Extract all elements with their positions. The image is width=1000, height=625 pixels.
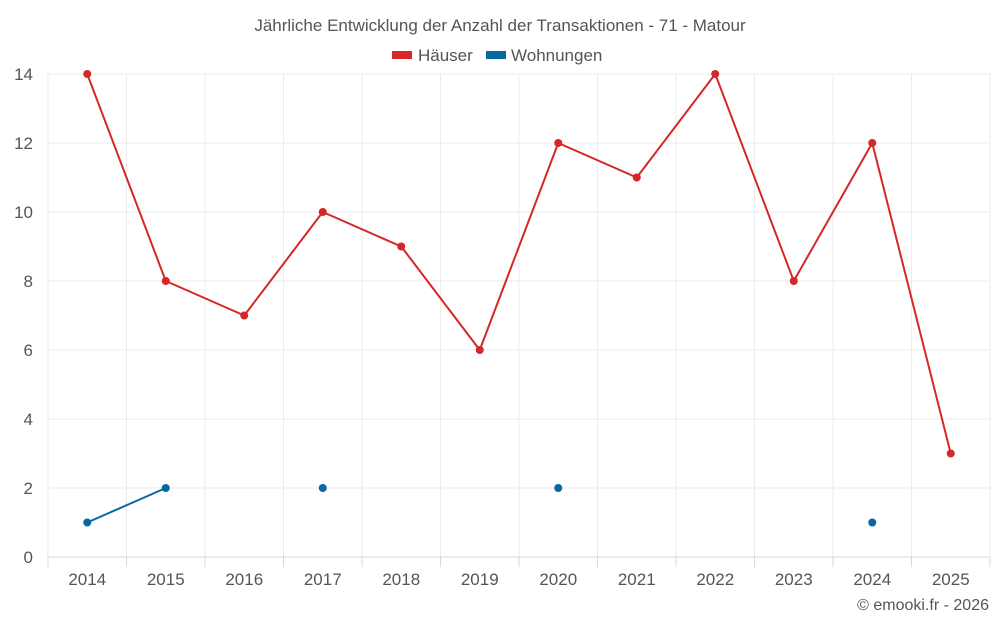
data-point-haeuser — [946, 449, 955, 458]
data-point-wohnungen — [554, 484, 563, 492]
data-point-haeuser — [554, 139, 563, 147]
x-tick-label: 2020 — [539, 570, 577, 589]
data-point-haeuser — [318, 208, 327, 216]
y-tick-label: 6 — [24, 341, 33, 360]
chart-title: Jährliche Entwicklung der Anzahl der Tra… — [254, 16, 746, 35]
y-tick-label: 0 — [24, 548, 33, 567]
data-point-haeuser — [789, 277, 798, 285]
x-tick-label: 2014 — [68, 570, 106, 589]
y-tick-label: 8 — [24, 272, 33, 291]
y-tick-label: 2 — [24, 479, 33, 498]
x-tick-label: 2024 — [853, 570, 891, 589]
y-tick-label: 4 — [24, 410, 33, 429]
legend[interactable]: Häuser Wohnungen — [392, 46, 602, 65]
y-tick-label: 14 — [14, 65, 33, 84]
data-point-wohnungen — [868, 518, 877, 527]
series-haeuser — [83, 70, 955, 458]
x-tick-label: 2021 — [618, 570, 656, 589]
credit-text: © emooki.fr - 2026 — [857, 597, 989, 614]
data-point-haeuser — [397, 242, 406, 251]
data-point-haeuser — [161, 277, 170, 285]
x-tick-label: 2016 — [225, 570, 263, 589]
data-point-haeuser — [240, 311, 249, 320]
legend-label-wohnungen: Wohnungen — [511, 46, 602, 65]
x-tick-label: 2015 — [147, 570, 185, 589]
x-tick-label: 2022 — [696, 570, 734, 589]
x-tick-label: 2023 — [775, 570, 813, 589]
axes: 0 2 4 6 8 10 12 14 2014 2015 2016 2017 2018 2019 2020 2… — [14, 65, 991, 589]
legend-swatch-haeuser — [392, 51, 412, 59]
y-tick-label: 10 — [14, 203, 33, 222]
data-point-wohnungen — [83, 518, 92, 527]
series-line-wohnungen — [86, 487, 167, 524]
data-point-wohnungen — [161, 484, 170, 492]
legend-label-haeuser: Häuser — [418, 46, 473, 65]
x-tick-label: 2025 — [932, 570, 970, 589]
x-tick-label: 2018 — [382, 570, 420, 589]
data-point-haeuser — [711, 70, 720, 78]
data-point-haeuser — [632, 173, 641, 182]
data-point-haeuser — [868, 139, 877, 147]
series-wohnungen — [83, 484, 877, 527]
series-layer — [83, 70, 955, 527]
x-tick-label: 2019 — [461, 570, 499, 589]
legend-item-wohnungen[interactable]: Wohnungen — [486, 46, 602, 65]
grid — [47, 73, 991, 557]
y-tick-label: 12 — [14, 134, 33, 153]
x-tick-label: 2017 — [304, 570, 342, 589]
data-point-haeuser — [475, 346, 484, 354]
data-point-wohnungen — [318, 484, 327, 492]
data-point-haeuser — [83, 70, 92, 78]
legend-swatch-wohnungen — [486, 51, 506, 59]
series-line-haeuser — [86, 73, 952, 454]
legend-item-haeuser[interactable]: Häuser — [392, 46, 473, 65]
